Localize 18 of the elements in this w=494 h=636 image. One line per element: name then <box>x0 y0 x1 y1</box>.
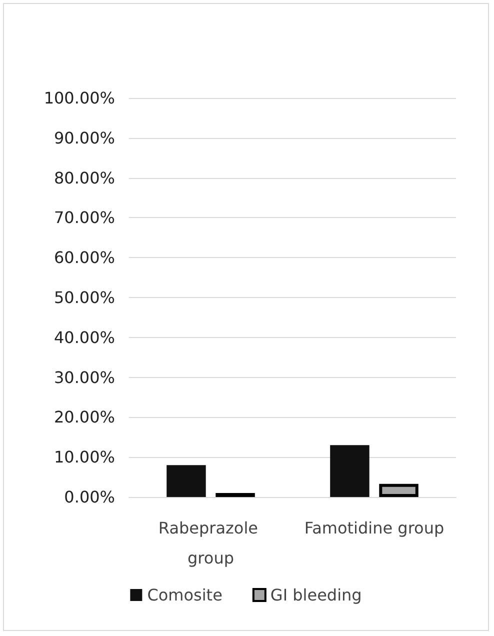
y-tick-label: 0.00% <box>64 488 115 506</box>
y-tick-label: 70.00% <box>54 208 115 228</box>
y-tick-label: 100.00% <box>44 88 115 108</box>
y-tick-label: 90.00% <box>54 128 115 148</box>
y-tick-label: 30.00% <box>54 368 115 387</box>
y-tick-label: 40.00% <box>54 328 115 347</box>
legend-label: Comosite <box>147 586 222 604</box>
y-tick-label: 20.00% <box>54 408 115 427</box>
x-tick-label: Famotidine group <box>304 518 444 538</box>
legend-label: GI bleeding <box>270 586 362 604</box>
bar <box>330 445 370 497</box>
y-tick-label: 50.00% <box>54 288 115 307</box>
y-tick-label: 80.00% <box>54 168 115 188</box>
bar <box>379 484 418 497</box>
x-tick-label: Rabeprazole group <box>158 518 264 568</box>
bar <box>166 465 206 497</box>
y-tick-label: 60.00% <box>54 248 115 268</box>
y-tick-label: 10.00% <box>54 448 115 467</box>
